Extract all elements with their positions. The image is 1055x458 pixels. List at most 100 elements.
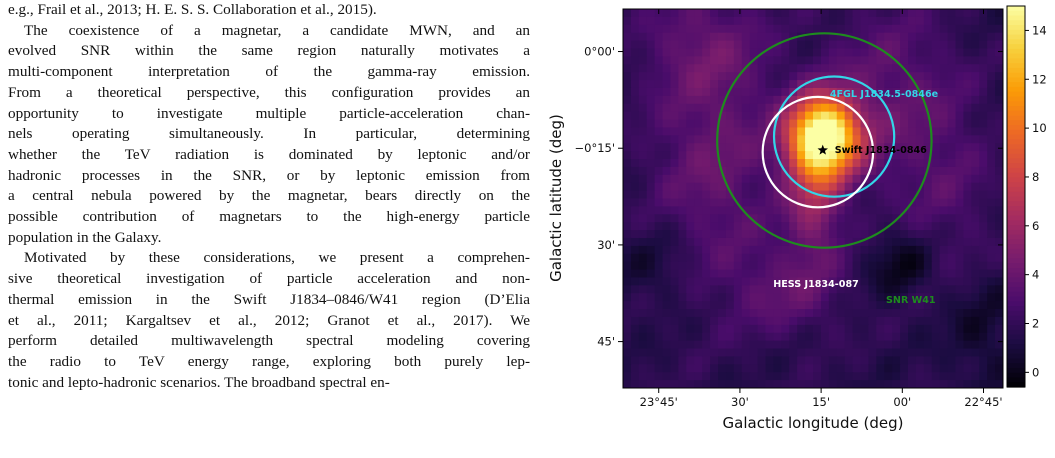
- heatmap-cell: [805, 64, 814, 73]
- heatmap-cell: [884, 16, 893, 26]
- heatmap-cell: [741, 103, 751, 113]
- heatmap-cell: [694, 32, 703, 42]
- heatmap-cell: [686, 214, 695, 223]
- heatmap-cell: [805, 364, 814, 373]
- colorbar-tick-label: 0: [1032, 365, 1039, 379]
- heatmap-cell: [971, 190, 980, 200]
- heatmap-cell: [995, 269, 1003, 279]
- heatmap-cell: [860, 190, 870, 200]
- heatmap-cell: [789, 245, 798, 255]
- heatmap-cell: [900, 190, 909, 200]
- heatmap-cell: [955, 151, 965, 160]
- heatmap-cell: [662, 332, 672, 342]
- heatmap-cell: [718, 174, 727, 184]
- colorbar-segment: [1007, 372, 1025, 379]
- heatmap-cell: [995, 80, 1003, 89]
- heatmap-cell: [963, 340, 972, 350]
- heatmap-cell: [710, 87, 719, 97]
- colorbar-segment: [1007, 196, 1025, 202]
- heatmap-cell: [995, 48, 1003, 57]
- text-line: evolved SNR within the same region natur…: [8, 42, 530, 60]
- heatmap-cell: [654, 56, 664, 65]
- heatmap-cell: [630, 324, 640, 334]
- heatmap-cell: [749, 340, 759, 350]
- heatmap-cell: [868, 356, 877, 365]
- text-line: a central nebula powered by the magnetar…: [8, 187, 530, 205]
- heatmap-cell: [820, 56, 830, 65]
- heatmap-cell: [900, 332, 909, 342]
- heatmap-cell: [710, 245, 719, 255]
- heatmap-cell: [662, 72, 672, 81]
- heatmap-cell: [900, 16, 909, 26]
- heatmap-cell: [733, 159, 743, 168]
- heatmap-cell: [908, 24, 917, 34]
- heatmap-cell: [789, 190, 798, 200]
- heatmap-cell: [963, 166, 972, 176]
- heatmap-cell: [915, 324, 925, 334]
- heatmap-cell: [908, 159, 917, 168]
- heatmap-cell: [694, 111, 703, 121]
- heatmap-cell: [805, 237, 814, 247]
- heatmap-cell: [939, 103, 949, 113]
- heatmap-cell: [828, 32, 838, 42]
- heatmap-cell: [757, 230, 767, 239]
- heatmap-cell: [995, 143, 1003, 152]
- heatmap-cell: [733, 135, 743, 144]
- heatmap-cell: [773, 301, 782, 310]
- heatmap-cell: [630, 269, 640, 279]
- heatmap-cell: [702, 143, 711, 152]
- heatmap-cell: [947, 151, 957, 160]
- heatmap-cell: [805, 16, 814, 26]
- heatmap-cell: [876, 9, 885, 18]
- heatmap-cell: [876, 16, 885, 26]
- heatmap-cell: [630, 56, 640, 65]
- heatmap-cell: [923, 127, 933, 136]
- heatmap-cell: [694, 80, 703, 89]
- heatmap-cell: [710, 237, 719, 247]
- heatmap-cell: [686, 301, 695, 310]
- heatmap-cell: [638, 143, 648, 152]
- heatmap-cell: [813, 285, 822, 294]
- heatmap-cell: [955, 364, 965, 373]
- heatmap-cell: [844, 253, 854, 263]
- heatmap-cell: [765, 245, 775, 255]
- heatmap-cell: [773, 182, 782, 192]
- heatmap-cell: [638, 151, 648, 160]
- heatmap-cell: [828, 372, 838, 381]
- heatmap-cell: [702, 103, 711, 113]
- heatmap-cell: [844, 372, 854, 381]
- heatmap-cell: [765, 127, 775, 136]
- heatmap-cell: [781, 174, 790, 184]
- heatmap-cell: [963, 261, 972, 271]
- heatmap-cell: [979, 356, 988, 365]
- heatmap-cell: [892, 206, 901, 215]
- heatmap-cell: [876, 214, 885, 223]
- heatmap-cell: [900, 372, 909, 381]
- heatmap-cell: [860, 348, 870, 358]
- heatmap-cell: [923, 56, 933, 65]
- heatmap-cell: [979, 80, 988, 89]
- heatmap-cell: [876, 72, 885, 81]
- heatmap-cell: [971, 87, 980, 97]
- heatmap-cell: [805, 56, 814, 65]
- heatmap-cell: [963, 285, 972, 294]
- text-line: multi-component interpretation of the ga…: [8, 63, 530, 81]
- heatmap-cell: [741, 293, 751, 302]
- heatmap-cell: [947, 135, 957, 144]
- heatmap-cell: [852, 48, 862, 57]
- heatmap-cell: [844, 151, 854, 160]
- heatmap-cell: [828, 277, 838, 286]
- heatmap-cell: [670, 16, 680, 26]
- heatmap-cell: [670, 261, 680, 271]
- heatmap-cell: [694, 277, 703, 286]
- heatmap-cell: [979, 87, 988, 97]
- heatmap-cell: [971, 56, 980, 65]
- heatmap-cell: [828, 245, 838, 255]
- y-tick-label: 30': [597, 238, 615, 252]
- heatmap-cell: [733, 324, 743, 334]
- heatmap-cell: [900, 95, 909, 105]
- colorbar-frame: [1006, 5, 1026, 388]
- x-tick-label: 00': [893, 395, 911, 409]
- heatmap-cell: [718, 127, 727, 136]
- heatmap-cell: [971, 309, 980, 318]
